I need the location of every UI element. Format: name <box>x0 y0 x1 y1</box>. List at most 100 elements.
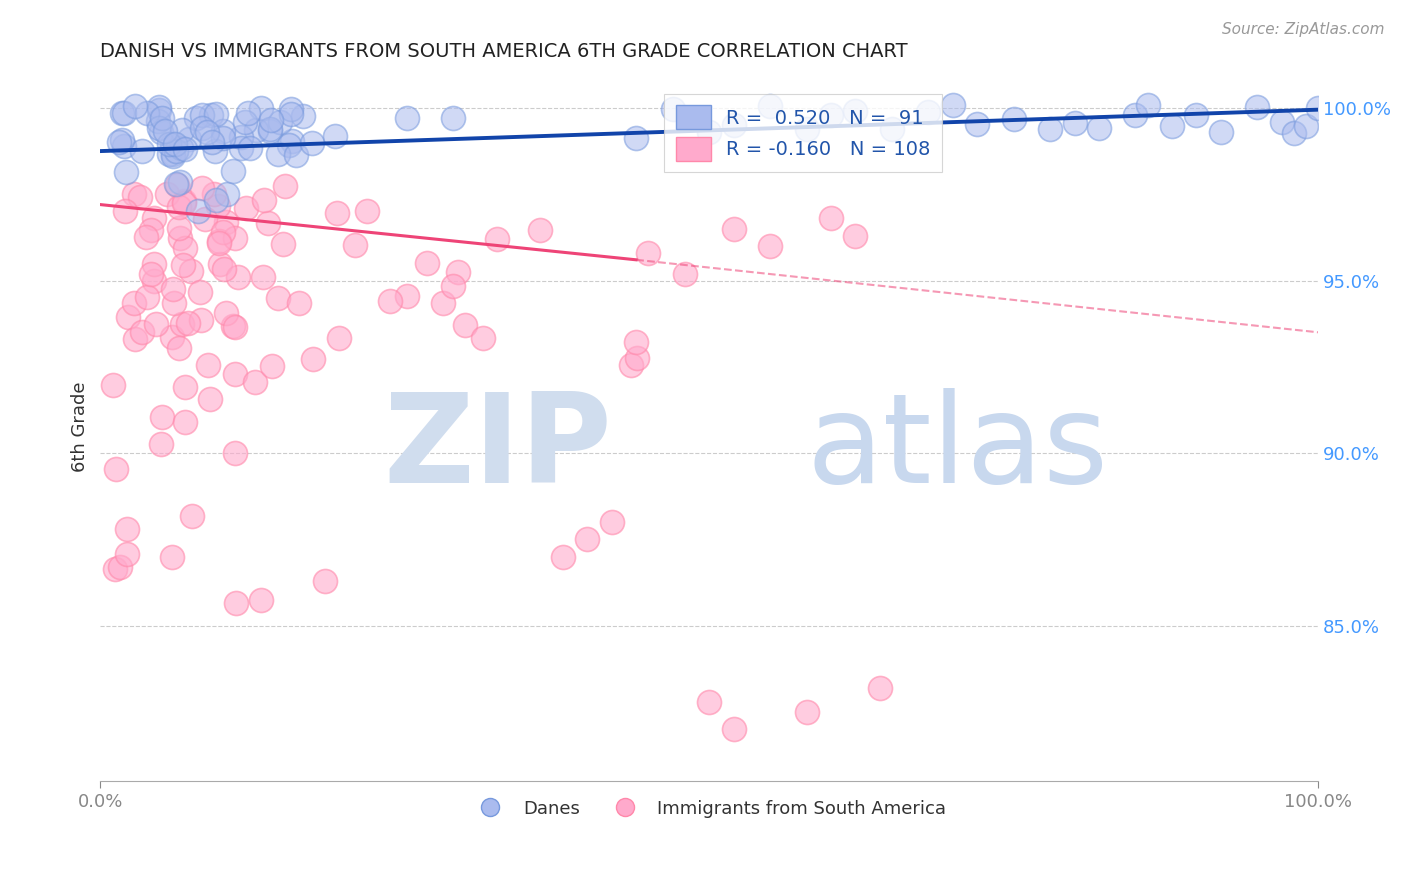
Point <box>1271 115 1294 129</box>
Point <box>291 109 314 123</box>
Point <box>1125 108 1147 122</box>
Text: ZIP: ZIP <box>382 388 612 509</box>
Point <box>661 102 683 116</box>
Point <box>239 141 262 155</box>
Point <box>280 107 302 121</box>
Point <box>215 306 238 320</box>
Point <box>235 201 257 215</box>
Point <box>174 240 197 254</box>
Point <box>111 133 134 147</box>
Point <box>257 216 280 230</box>
Point <box>124 332 146 346</box>
Point <box>131 144 153 158</box>
Point <box>122 186 145 201</box>
Point <box>277 138 299 153</box>
Point <box>942 98 965 112</box>
Point <box>267 291 290 305</box>
Point <box>214 262 236 277</box>
Point <box>485 232 508 246</box>
Point <box>215 215 238 229</box>
Point <box>187 204 209 219</box>
Point <box>224 231 246 245</box>
Point <box>108 135 131 149</box>
Point <box>136 105 159 120</box>
Point <box>204 107 226 121</box>
Point <box>110 560 132 574</box>
Point <box>201 135 224 149</box>
Point <box>301 136 323 150</box>
Point <box>157 136 180 151</box>
Point <box>131 325 153 339</box>
Point <box>869 681 891 695</box>
Point <box>673 267 696 281</box>
Point <box>166 178 188 192</box>
Point <box>245 123 267 137</box>
Point <box>759 239 782 253</box>
Point <box>117 522 139 536</box>
Point <box>142 274 165 288</box>
Legend: Danes, Immigrants from South America: Danes, Immigrants from South America <box>465 793 953 825</box>
Point <box>146 114 169 128</box>
Point <box>122 296 145 310</box>
Point <box>271 237 294 252</box>
Point <box>172 122 194 136</box>
Point <box>441 279 464 293</box>
Point <box>343 238 366 252</box>
Point <box>111 106 134 120</box>
Point <box>115 165 138 179</box>
Point <box>1308 102 1330 116</box>
Point <box>396 289 419 303</box>
Point <box>169 231 191 245</box>
Point <box>844 103 866 118</box>
Point <box>723 221 745 235</box>
Point <box>169 141 191 155</box>
Point <box>229 129 252 144</box>
Point <box>249 592 271 607</box>
Point <box>135 230 157 244</box>
Point <box>167 221 190 235</box>
Point <box>198 392 221 406</box>
Point <box>169 341 191 355</box>
Point <box>285 148 308 162</box>
Point <box>165 144 187 158</box>
Point <box>148 103 170 117</box>
Point <box>432 296 454 310</box>
Point <box>880 121 903 136</box>
Point <box>576 533 599 547</box>
Point <box>314 574 336 588</box>
Point <box>173 195 195 210</box>
Point <box>176 316 198 330</box>
Point <box>112 139 135 153</box>
Point <box>697 695 720 709</box>
Point <box>328 331 350 345</box>
Point <box>172 317 194 331</box>
Point <box>190 313 212 327</box>
Point <box>174 380 197 394</box>
Point <box>262 359 284 373</box>
Point <box>208 234 231 248</box>
Point <box>759 98 782 112</box>
Y-axis label: 6th Grade: 6th Grade <box>72 382 89 473</box>
Point <box>288 295 311 310</box>
Point <box>260 113 283 128</box>
Point <box>222 318 245 333</box>
Point <box>150 112 173 126</box>
Point <box>139 223 162 237</box>
Point <box>150 410 173 425</box>
Point <box>441 112 464 126</box>
Point <box>197 359 219 373</box>
Point <box>180 264 202 278</box>
Point <box>225 596 247 610</box>
Point <box>1246 100 1268 114</box>
Point <box>142 257 165 271</box>
Point <box>454 318 477 332</box>
Point <box>266 147 288 161</box>
Point <box>177 131 200 145</box>
Point <box>104 562 127 576</box>
Point <box>155 123 177 137</box>
Text: Source: ZipAtlas.com: Source: ZipAtlas.com <box>1222 22 1385 37</box>
Point <box>157 146 180 161</box>
Point <box>207 236 229 251</box>
Point <box>723 118 745 132</box>
Point <box>174 415 197 429</box>
